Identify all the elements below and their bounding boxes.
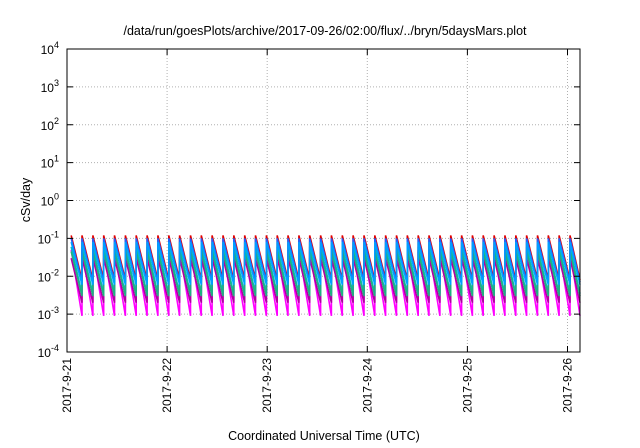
y-tick-label: 10-1 [38, 229, 59, 246]
y-tick-label: 10-2 [38, 267, 59, 284]
y-tick-label: 104 [41, 40, 59, 57]
y-tick-label: 101 [41, 154, 59, 171]
x-tick-label: 2017-9-26 [560, 358, 574, 413]
y-tick-label: 10-4 [38, 343, 59, 360]
x-axis: 2017-9-21 2017-9-22 2017-9-23 2017-9-24 2017… [60, 49, 574, 413]
x-tick-label: 2017-9-23 [260, 358, 274, 413]
x-tick-label: 2017-9-25 [460, 358, 474, 413]
series-line [70, 241, 581, 285]
x-tick-label: 2017-9-22 [160, 358, 174, 413]
x-axis-label: Coordinated Universal Time (UTC) [228, 429, 420, 443]
x-tick-label: 2017-9-24 [360, 358, 374, 413]
y-tick-label: 10-3 [38, 305, 59, 322]
y-tick-label: 102 [41, 116, 59, 133]
y-tick-label: 103 [41, 78, 59, 95]
y-tick-label: 100 [41, 192, 59, 209]
y-axis: 10-4 10-3 10-2 10-1 100 101 102 103 104 [38, 40, 580, 360]
x-tick-label: 2017-9-21 [60, 358, 74, 413]
series-group [70, 235, 581, 317]
chart-title: /data/run/goesPlots/archive/2017-09-26/0… [123, 24, 527, 38]
y-axis-label: cSv/day [19, 177, 33, 222]
